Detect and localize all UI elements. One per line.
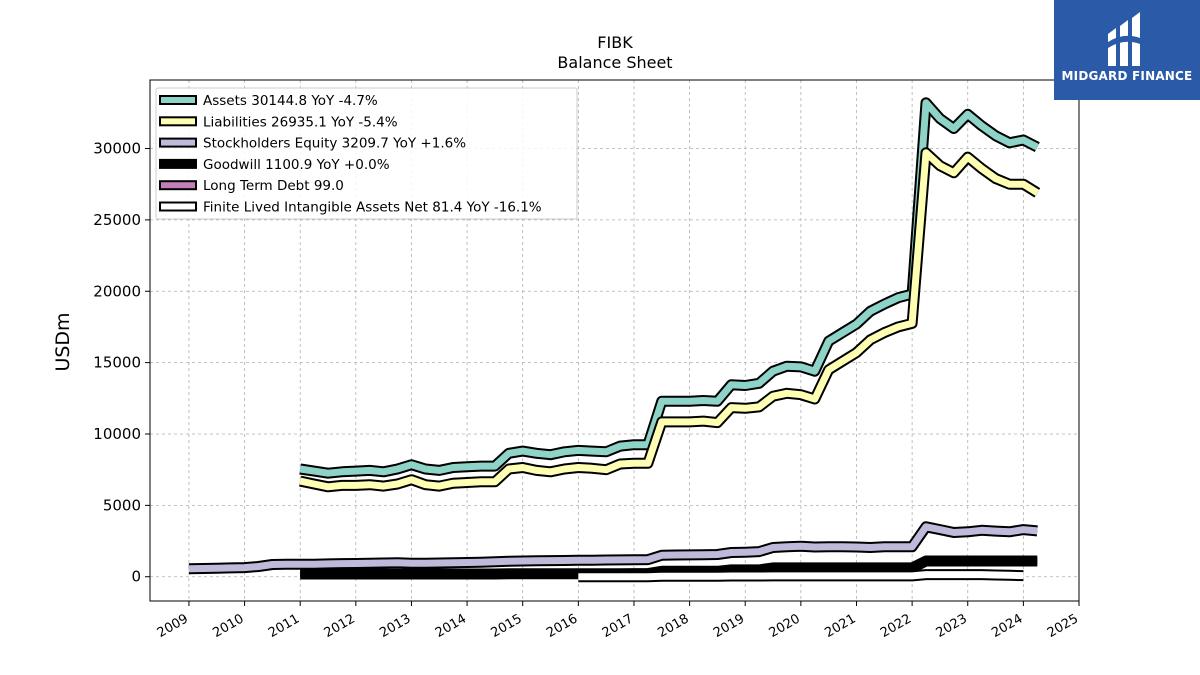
legend-swatch	[159, 137, 197, 148]
y-tick-label: 30000	[93, 140, 141, 158]
x-tick-label: 2023	[934, 611, 970, 641]
y-tick-label: 25000	[93, 211, 141, 229]
x-tick-label: 2019	[711, 611, 747, 641]
chart-subtitle: Balance Sheet	[557, 53, 672, 72]
logo-mark-icon	[1108, 12, 1140, 66]
legend-swatch	[159, 95, 197, 105]
legend-swatch	[159, 201, 197, 212]
logo-text: MIDGARD FINANCE	[1061, 69, 1193, 83]
y-tick-label: 10000	[93, 425, 141, 443]
x-tick-label: 2016	[544, 611, 580, 641]
plot-frame	[149, 79, 1080, 602]
y-tick-label: 0	[131, 568, 141, 586]
x-tick-label: 2017	[600, 611, 636, 641]
y-tick-label: 5000	[103, 496, 141, 514]
x-tick-label: 2025	[1045, 611, 1081, 641]
x-axis: 2009 2010 2011 2012 2013 2014 2015 2016 2017 2018…	[155, 601, 1081, 641]
x-tick-label: 2020	[767, 611, 803, 641]
chart-title: FIBK	[597, 33, 633, 52]
y-tick-label: 20000	[93, 282, 141, 300]
y-axis-label: USDm	[52, 312, 74, 371]
legend-label: Long Term Debt 99.0	[203, 178, 344, 194]
legend-label: Finite Lived Intangible Assets Net 81.4 …	[203, 200, 542, 216]
legend-label: Goodwill 1100.9 YoY +0.0%	[203, 157, 390, 173]
x-tick-label: 2014	[433, 611, 469, 641]
x-tick-label: 2022	[878, 611, 914, 641]
brand-logo: MIDGARD FINANCE	[1054, 0, 1200, 100]
legend-label: Liabilities 26935.1 YoY -5.4%	[203, 114, 398, 130]
x-tick-label: 2024	[989, 611, 1025, 641]
series-line-1	[299, 149, 1040, 491]
legend-label: Assets 30144.8 YoY -4.7%	[203, 93, 378, 109]
x-tick-label: 2011	[266, 611, 302, 641]
x-tick-label: 2021	[822, 611, 858, 641]
legend: Assets 30144.8 YoY -4.7% Liabilities 2693…	[155, 87, 578, 220]
series-line-2	[188, 523, 1038, 573]
x-tick-label: 2009	[155, 611, 191, 641]
x-tick-label: 2010	[210, 611, 246, 641]
legend-box	[155, 87, 578, 220]
legend-label: Stockholders Equity 3209.7 YoY +1.6%	[203, 136, 466, 152]
series-line-5	[578, 571, 1024, 581]
legend-swatch	[159, 116, 197, 127]
y-axis: 0 5000 10000 15000 20000 25000 30000	[93, 140, 150, 586]
series-layer	[188, 97, 1041, 583]
y-tick-label: 15000	[93, 354, 141, 372]
x-tick-label: 2012	[322, 611, 358, 641]
x-tick-label: 2015	[489, 611, 525, 641]
legend-swatch	[159, 158, 197, 169]
legend-swatch	[159, 180, 197, 191]
x-tick-label: 2013	[377, 611, 413, 641]
x-tick-label: 2018	[655, 611, 691, 641]
